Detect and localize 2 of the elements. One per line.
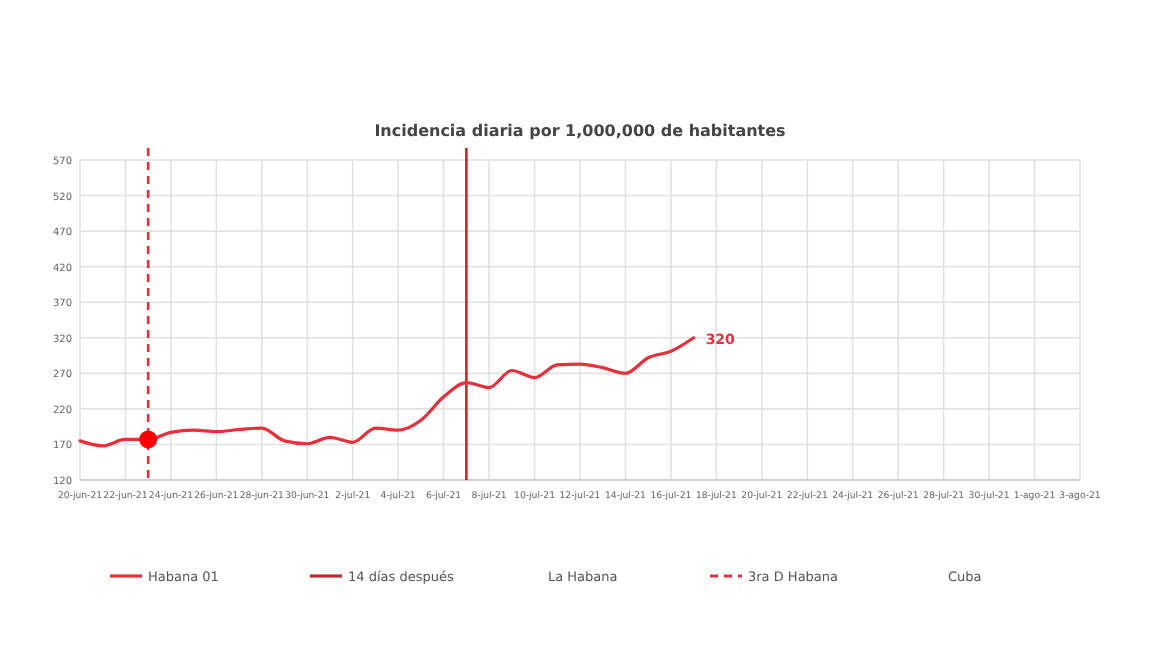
chart-title: Incidencia diaria por 1,000,000 de habitantes: [374, 122, 787, 140]
line-series: [78, 336, 696, 448]
